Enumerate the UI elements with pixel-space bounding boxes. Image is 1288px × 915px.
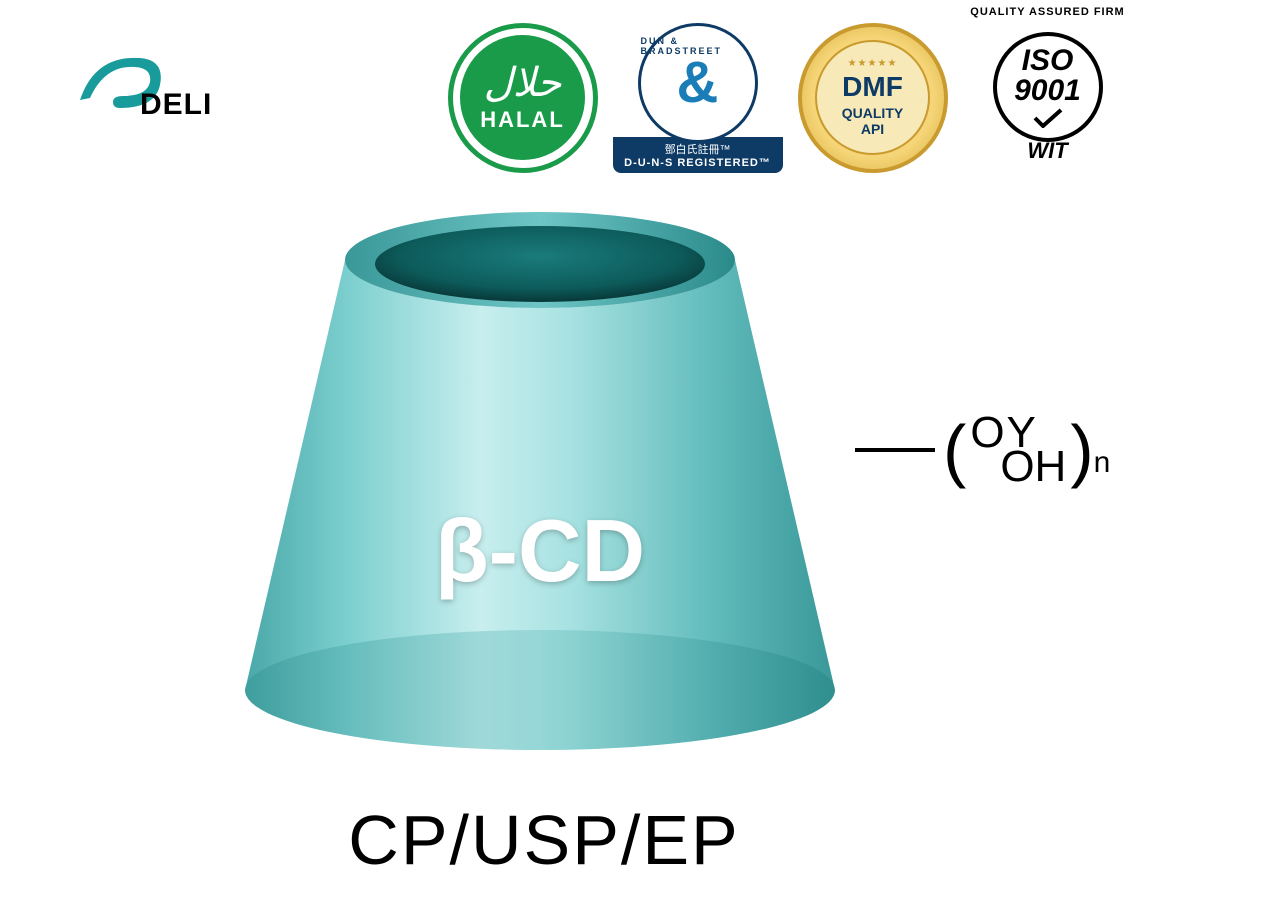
dmf-sub1: QUALITY <box>842 105 903 121</box>
logo-text: DELI <box>140 88 212 122</box>
formula-open-paren: ( <box>943 410 966 490</box>
iso-arc-text: QUALITY ASSURED FIRM <box>970 6 1124 18</box>
brand-logo: DELI <box>65 40 175 120</box>
duns-ampersand-icon: & <box>677 49 719 116</box>
certification-badges: حلال HALAL DUN & BRADSTREET & 鄧白氏註冊™ D-U… <box>445 20 1125 175</box>
formula-close-paren: ) <box>1070 410 1093 490</box>
chemical-formula: ( O Y OH ) n <box>855 410 1110 490</box>
halal-badge: حلال HALAL <box>445 20 600 175</box>
dmf-badge: ★★★★★ DMF QUALITY API <box>795 20 950 175</box>
cone-label: β-CD <box>435 500 645 602</box>
formula-bond-line-icon <box>855 448 935 452</box>
duns-line1: 鄧白氏註冊™ <box>621 141 775 157</box>
duns-arc-text: DUN & BRADSTREET <box>641 36 755 56</box>
pharmacopoeia-caption: CP/USP/EP <box>348 800 739 880</box>
cyclodextrin-cone-diagram: β-CD <box>230 200 850 765</box>
iso-line2: 9001 <box>1014 76 1081 106</box>
dmf-stars-icon: ★★★★★ <box>848 58 898 69</box>
dmf-sub2: API <box>861 121 884 137</box>
iso-checkmark-icon <box>1033 108 1063 128</box>
cone-svg <box>230 200 850 765</box>
halal-label: HALAL <box>480 107 565 133</box>
dmf-title: DMF <box>842 71 903 103</box>
duns-line2: D-U-N-S REGISTERED™ <box>621 157 775 169</box>
formula-subscript-n: n <box>1094 446 1111 480</box>
iso-line1: ISO <box>1022 46 1074 76</box>
formula-hydroxyl: OH <box>1000 445 1066 489</box>
halal-arabic-text: حلال <box>484 63 562 103</box>
iso-badge: QUALITY ASSURED FIRM ISO 9001 WIT <box>970 20 1125 175</box>
duns-badge: DUN & BRADSTREET & 鄧白氏註冊™ D-U-N-S REGIST… <box>620 20 775 175</box>
